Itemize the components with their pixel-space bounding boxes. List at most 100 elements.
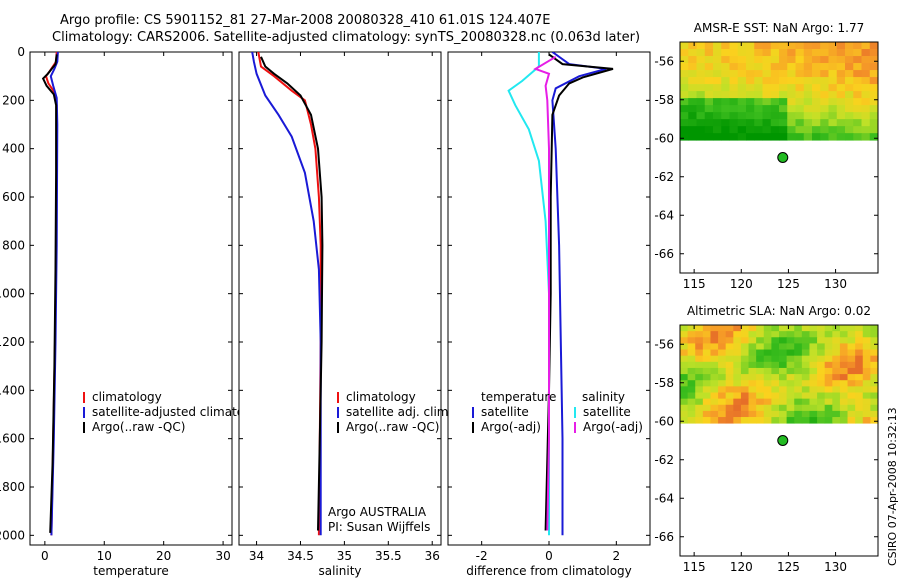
sla_map-cell [702, 355, 711, 363]
sst_map-cell [746, 119, 755, 127]
sst_map-cell [836, 105, 846, 113]
sst_map-cell [836, 49, 846, 57]
sla_map-cell [870, 417, 879, 424]
sst_map-cell [770, 70, 780, 78]
sla_map-xtick-label: 125 [777, 560, 800, 574]
sst_map-cell [746, 112, 755, 120]
difference-legend-heading: temperature [481, 390, 556, 404]
sla_map-cell [740, 367, 749, 375]
sst_map-cell [812, 56, 821, 64]
sst_map-cell [746, 49, 755, 57]
sla_map-cell [718, 386, 727, 393]
sst_map-cell [754, 126, 763, 134]
sst_map-cell [812, 63, 821, 71]
sst_map-cell [836, 119, 846, 127]
temperature-ytick-label: 600 [2, 190, 25, 204]
sst_map-cell [869, 126, 879, 134]
sst_map-cell [836, 84, 846, 92]
sst_map-cell [812, 98, 821, 106]
sla_map-cell [756, 410, 765, 418]
sst_map-cell [869, 133, 879, 141]
temperature-xlabel: temperature [93, 564, 168, 578]
sst_map-cell [779, 112, 788, 120]
panel-salinity: 34 34.5 35 35.5 36 salinity climatologysatelli… [238, 51, 452, 578]
sla_map-cell [870, 380, 879, 387]
sst_map-cell [861, 105, 871, 113]
sst_map-cell [680, 42, 689, 50]
sla_map-cell [794, 374, 803, 381]
sla_map-cell [771, 355, 780, 363]
salinity-xtick-label: 34 [249, 549, 264, 563]
sla_map-cell [855, 343, 864, 350]
sst_map-cell [853, 112, 862, 120]
sla_map-cell [839, 361, 848, 369]
sst_map-cell [762, 56, 772, 64]
sla_map-cell [839, 331, 848, 338]
sst_map-cell [820, 105, 829, 113]
sst_map-cell [704, 42, 714, 50]
sla_map-cell [748, 404, 757, 412]
sla_map-cell [839, 417, 848, 424]
sla_map-cell [817, 343, 826, 350]
sla_map-cell [771, 361, 780, 369]
sla_map-xtick-label: 115 [683, 560, 706, 574]
series-line-temperature-argo-raw-qc- [41, 54, 58, 533]
sla_map-cell [855, 386, 864, 393]
sst_map-cell [803, 133, 813, 141]
sst_map-cell [696, 84, 706, 92]
sst_map-cell [713, 63, 722, 71]
sst_map-cell [828, 91, 838, 99]
sla_map-cell [779, 355, 788, 363]
sla_map-cell [771, 325, 780, 332]
sla_map-cell [740, 374, 749, 381]
sla_map-cell [733, 337, 742, 344]
sla_map-cell [801, 331, 810, 338]
sla_map-cell [725, 331, 734, 338]
sst_map-cell [770, 84, 780, 92]
sla_map-cell [801, 367, 810, 375]
sst_map-cell [836, 126, 846, 134]
sla_map-cell [725, 417, 734, 424]
sla_map-cell [824, 392, 833, 400]
sla_map-cell [779, 367, 788, 375]
sla_map-cell [870, 343, 879, 350]
sla_map-cell [702, 325, 711, 332]
sst_map-cell [836, 63, 846, 71]
sst_map-cell [721, 42, 730, 50]
sst_map-cell [770, 42, 780, 50]
sla_map-cell [763, 349, 772, 357]
sla_map-cell [847, 325, 856, 332]
sla_map-cell [855, 398, 864, 406]
sst_map-cell [869, 70, 879, 78]
sla_map-cell [862, 337, 871, 344]
sst_map-cell [688, 63, 697, 71]
sst_map-cell [754, 105, 763, 113]
sla_map-cell [718, 410, 727, 418]
sst_map-cell [746, 98, 755, 106]
sla_map-cell [794, 337, 803, 344]
sst_map-cell [762, 42, 772, 50]
sla_map-cell [702, 404, 711, 412]
sla_map-cell [763, 380, 772, 387]
sst_map-cell [680, 112, 689, 120]
sla_map-cell [771, 374, 780, 381]
sla_map-cell [824, 361, 833, 369]
sla_map-cell [809, 355, 818, 363]
sst_map-cell [746, 42, 755, 50]
panel-sla_map: 115 120 125 130 -56 -58 -60 -62 -64 -66 Altimetric… [654, 304, 879, 574]
sst_map-cell [820, 98, 829, 106]
sla_map-cell [748, 374, 757, 381]
sst_map-cell [721, 133, 730, 141]
sla_map-cell [779, 343, 788, 350]
sla_map-cell [839, 325, 848, 332]
sla_map-cell [809, 343, 818, 350]
sla_map-cell [687, 410, 696, 418]
sst_map-cell [746, 126, 755, 134]
sst_map-cell [688, 56, 697, 64]
sla_map-cell [817, 386, 826, 393]
sla_map-cell [824, 337, 833, 344]
salinity-annotation: Argo AUSTRALIA [328, 505, 427, 519]
sst_map-cell [704, 49, 714, 57]
temperature-ytick-label: 1800 [0, 480, 25, 494]
sla_map-cell [756, 398, 765, 406]
